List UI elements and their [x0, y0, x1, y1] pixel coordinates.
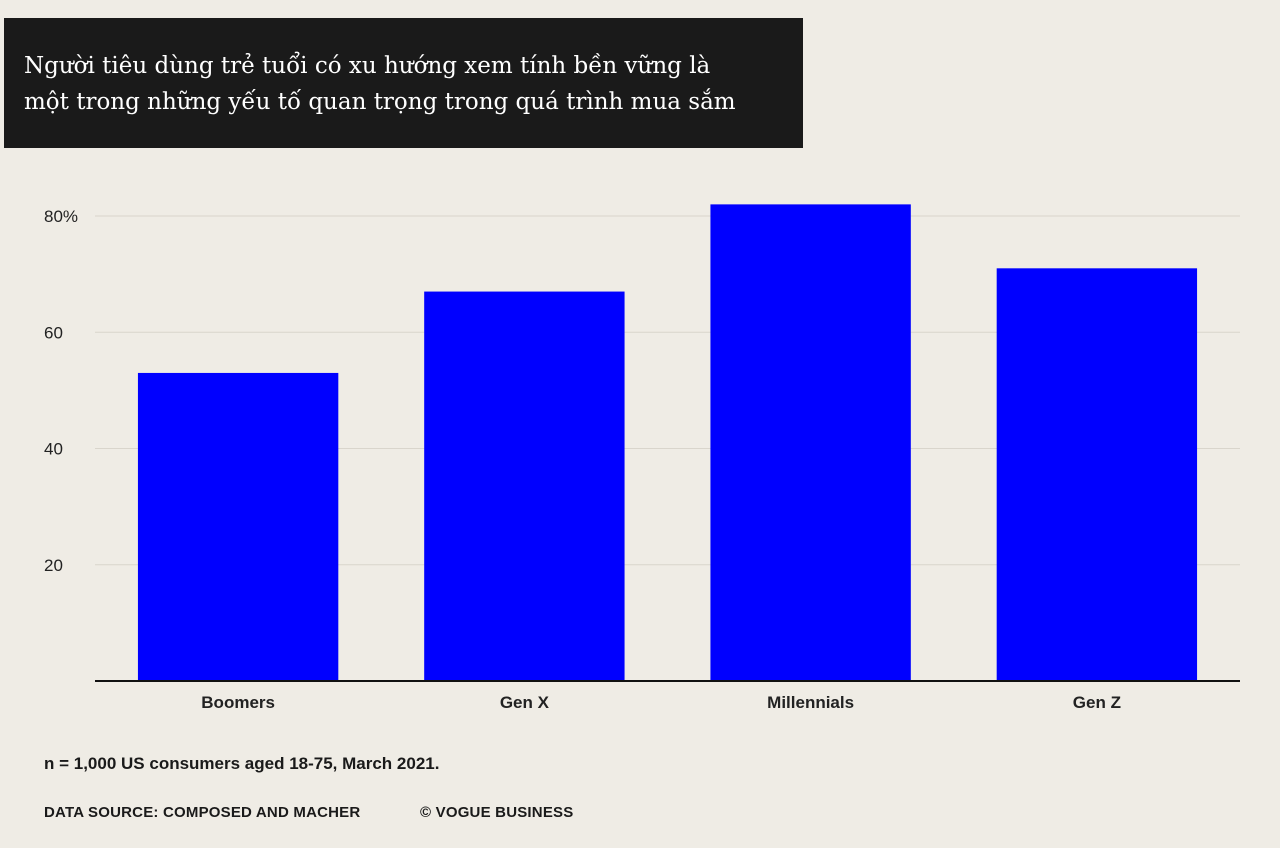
bar-chart: 20 40 60 80% Boomers Gen X Millennials Gen Z [44, 204, 1240, 712]
y-tick-label: 20 [44, 556, 63, 575]
chart-title-line-1: Người tiêu dùng trẻ tuổi có xu hướng xem… [24, 53, 711, 79]
x-category-label: Gen X [500, 693, 550, 712]
chart-title-line-2: một trong những yếu tố quan trọng trong … [24, 89, 736, 115]
data-source: DATA SOURCE: COMPOSED AND MACHER [44, 804, 361, 821]
bar-boomers [137, 372, 339, 681]
copyright: © VOGUE BUSINESS [420, 804, 574, 821]
y-tick-label: 40 [44, 440, 63, 459]
y-tick-label: 60 [44, 323, 63, 342]
chart-title-box: Người tiêu dùng trẻ tuổi có xu hướng xem… [4, 18, 803, 148]
sample-note: n = 1,000 US consumers aged 18-75, March… [44, 754, 440, 773]
bar-gen-z [996, 268, 1198, 681]
x-category-label: Millennials [767, 693, 854, 712]
x-category-label: Boomers [201, 693, 275, 712]
y-tick-label: 80% [44, 207, 78, 226]
x-category-label: Gen Z [1073, 693, 1121, 712]
bar-millennials [710, 204, 911, 681]
bar-gen-x [424, 291, 625, 681]
